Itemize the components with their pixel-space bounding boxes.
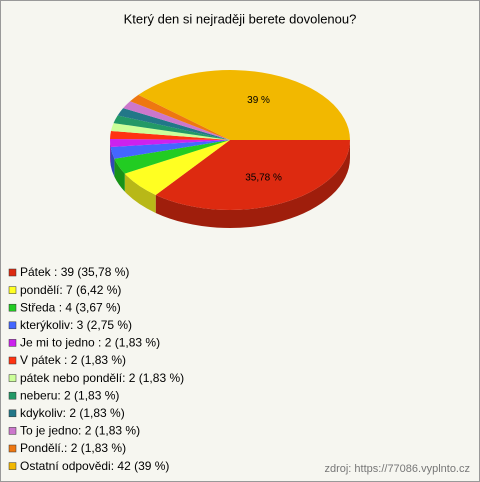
legend-swatch (8, 339, 17, 347)
legend-label: kdykoliv: 2 (1,83 %) (20, 406, 125, 420)
legend-label: neberu: 2 (1,83 %) (20, 388, 119, 402)
legend-label: Středa : 4 (3,67 %) (20, 300, 121, 314)
slice (111, 123, 230, 140)
chart-title: Který den si nejraději berete dovolenou? (124, 11, 357, 26)
legend-label: Pondělí.: 2 (1,83 %) (20, 441, 126, 455)
slice (110, 130, 230, 140)
slice-side (114, 158, 125, 192)
slice (155, 140, 350, 210)
legend-swatch (8, 286, 17, 294)
legend-swatch (8, 444, 17, 453)
slice (123, 101, 230, 140)
slice-side (110, 146, 115, 177)
slice-side (155, 140, 350, 229)
slice (110, 140, 230, 159)
legend-label: Ostatní odpovědi: 42 (39 %) (20, 459, 169, 473)
legend-swatch (8, 374, 17, 382)
legend-label: pátek nebo pondělí: 2 (1,83 %) (20, 371, 184, 385)
slice (124, 140, 230, 195)
slice (130, 94, 230, 140)
legend-label: To je jedno: 2 (1,83 %) (20, 424, 140, 438)
legend-swatch (8, 303, 17, 312)
slice (114, 140, 230, 174)
data-label: 39 % (247, 95, 270, 106)
legend-label: Pátek : 39 (35,78 %) (20, 265, 129, 279)
slice (113, 115, 230, 140)
slice (117, 108, 230, 140)
legend-label: pondělí: 7 (6,42 %) (20, 283, 121, 297)
legend-swatch (8, 268, 17, 277)
legend-swatch (8, 409, 17, 418)
legend-label: Je mi to jedno : 2 (1,83 %) (20, 336, 160, 350)
legend-swatch (8, 427, 17, 435)
legend-swatch (8, 356, 17, 365)
legend-swatch (8, 462, 17, 470)
slice (138, 70, 350, 140)
slice-side (110, 140, 111, 165)
slice (110, 138, 230, 147)
legend-label: V pátek : 2 (1,83 %) (20, 353, 126, 367)
legend-swatch (8, 391, 17, 400)
legend-label: kterýkoliv: 3 (2,75 %) (20, 318, 132, 332)
data-label: 35,78 % (245, 172, 282, 183)
slice-side (124, 173, 156, 213)
source: zdroj: https://77086.vyplnto.cz (324, 463, 470, 475)
legend-swatch (8, 321, 17, 330)
